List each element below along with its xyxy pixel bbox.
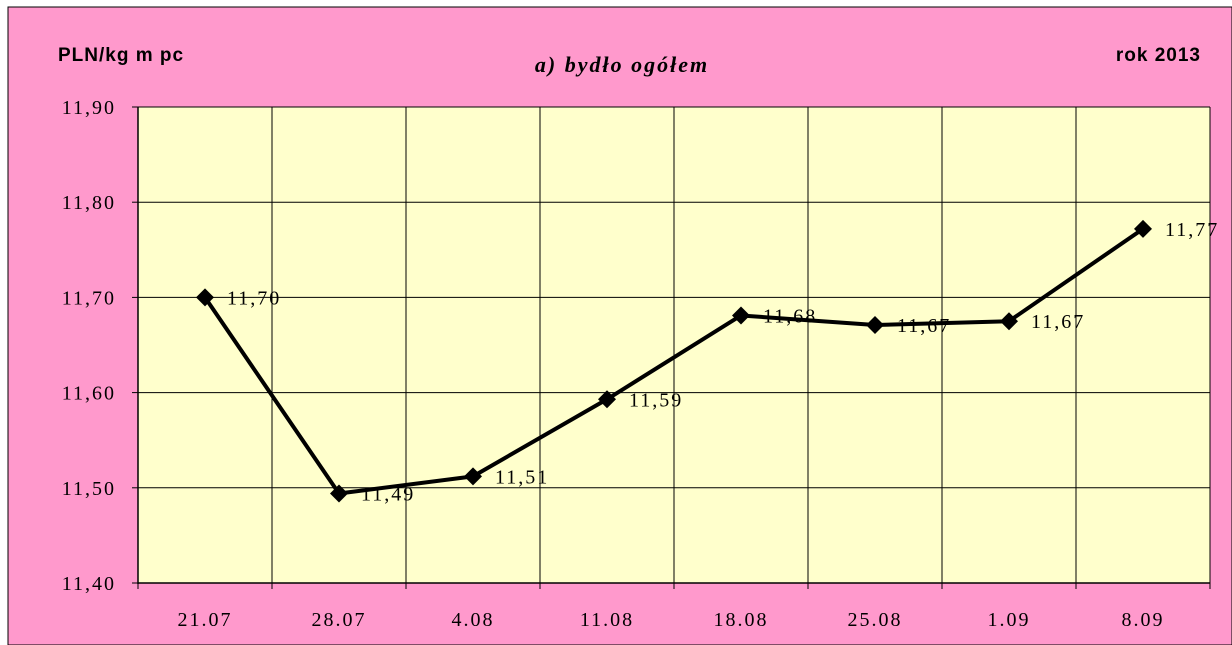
x-tick-label: 21.07 [178, 609, 233, 631]
x-axis: 21.07 28.07 4.08 11.08 18.08 25.08 1.09 8.09 [137, 583, 1211, 631]
y-axis: 11,40 11,50 11,60 11,70 11,80 11,90 [62, 97, 138, 595]
y-tick-label: 11,90 [62, 97, 116, 119]
y-axis-unit-label: PLN/kg m pc [58, 45, 184, 66]
x-tick-label: 28.07 [312, 609, 367, 631]
x-tick-label: 4.08 [452, 609, 495, 631]
period-label: rok 2013 [1116, 45, 1201, 66]
data-labels: 11,70 11,49 11,51 11,59 11,68 11,67 11,67 11,77 [227, 219, 1219, 506]
data-label: 11,49 [361, 484, 415, 506]
data-point-marker [1000, 312, 1018, 331]
data-point-marker [1134, 219, 1152, 238]
y-tick-label: 11,50 [62, 478, 116, 500]
chart-title: a) bydło ogółem [535, 52, 709, 77]
data-label: 11,70 [227, 287, 281, 309]
data-label: 11,67 [897, 315, 951, 337]
data-point-marker [598, 390, 616, 409]
data-point-marker [866, 316, 884, 335]
x-tick-label: 1.09 [988, 609, 1031, 631]
data-label: 11,51 [495, 466, 549, 488]
data-point-marker [196, 288, 214, 307]
x-tick-label: 8.09 [1122, 609, 1165, 631]
x-tick-label: 25.08 [848, 609, 903, 631]
y-tick-label: 11,40 [62, 573, 116, 595]
data-label: 11,68 [763, 305, 817, 327]
series-line [203, 227, 1145, 496]
data-label: 11,59 [629, 389, 683, 411]
series-markers [196, 219, 1152, 503]
y-tick-label: 11,80 [62, 192, 116, 214]
x-tick-label: 18.08 [714, 609, 769, 631]
y-tick-label: 11,70 [62, 287, 116, 309]
data-point-marker [464, 467, 482, 486]
data-label: 11,67 [1031, 311, 1085, 333]
data-point-marker [732, 306, 750, 325]
y-tick-label: 11,60 [62, 383, 116, 405]
series-polyline [203, 227, 1145, 496]
x-tick-label: 11.08 [580, 609, 634, 631]
data-label: 11,77 [1165, 219, 1219, 241]
data-point-marker [330, 484, 348, 503]
